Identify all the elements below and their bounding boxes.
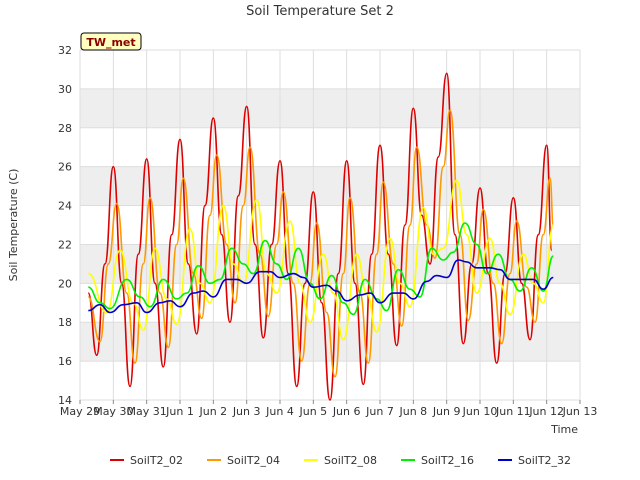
x-tick-label: May 31	[127, 405, 167, 418]
y-tick-label: 24	[58, 200, 72, 213]
y-tick-label: 28	[58, 122, 72, 135]
y-tick-label: 30	[58, 83, 72, 96]
badge-label: TW_met	[86, 36, 135, 49]
x-tick-label: Jun 9	[432, 405, 461, 418]
x-tick-label: Jun 8	[398, 405, 427, 418]
series-line-soilt2_32	[88, 259, 554, 314]
x-axis-label: Time	[550, 423, 578, 436]
y-tick-label: 18	[58, 316, 72, 329]
x-tick-label: Jun 12	[528, 405, 564, 418]
x-tick-label: Jun 3	[232, 405, 261, 418]
y-tick-label: 32	[58, 44, 72, 57]
y-axis-label: Soil Temperature (C)	[7, 169, 20, 282]
series-line-soilt2_08	[87, 179, 555, 341]
legend-label: SoilT2_08	[324, 454, 377, 467]
x-tick-label: Jun 1	[165, 405, 194, 418]
x-tick-label: Jun 10	[462, 405, 498, 418]
x-tick-label: May 29	[60, 405, 100, 418]
x-tick-label: Jun 11	[495, 405, 531, 418]
y-axis-ticks: 14 16 18 20 22 24 26 28 30 32	[58, 44, 72, 407]
legend: SoilT2_02 SoilT2_04 SoilT2_08 SoilT2_16 Soil…	[110, 454, 571, 467]
series-line-soilt2_04	[87, 109, 555, 378]
legend-label: SoilT2_04	[227, 454, 280, 467]
series-line-soilt2_16	[88, 222, 555, 316]
x-tick-label: Jun 7	[365, 405, 394, 418]
x-tick-label: May 30	[93, 405, 133, 418]
x-tick-label: Jun 6	[332, 405, 361, 418]
legend-label: SoilT2_16	[421, 454, 474, 467]
x-tick-label: Jun 2	[198, 405, 227, 418]
tw-met-badge: TW_met	[80, 32, 142, 51]
x-tick-label: Jun 4	[265, 405, 294, 418]
y-tick-label: 22	[58, 238, 72, 251]
y-tick-label: 26	[58, 161, 72, 174]
series-layer	[87, 72, 555, 401]
x-tick-label: Jun 5	[298, 405, 327, 418]
y-tick-label: 16	[58, 355, 72, 368]
y-tick-label: 14	[58, 394, 72, 407]
legend-label: SoilT2_02	[130, 454, 183, 467]
gridlines	[79, 49, 581, 401]
x-tick-label: Jun 13	[562, 405, 598, 418]
chart-title: Soil Temperature Set 2	[246, 4, 394, 19]
background-band	[80, 88, 580, 128]
badge-box	[80, 32, 142, 51]
legend-label: SoilT2_32	[518, 454, 571, 467]
y-tick-label: 20	[58, 277, 72, 290]
background-band	[80, 166, 580, 206]
